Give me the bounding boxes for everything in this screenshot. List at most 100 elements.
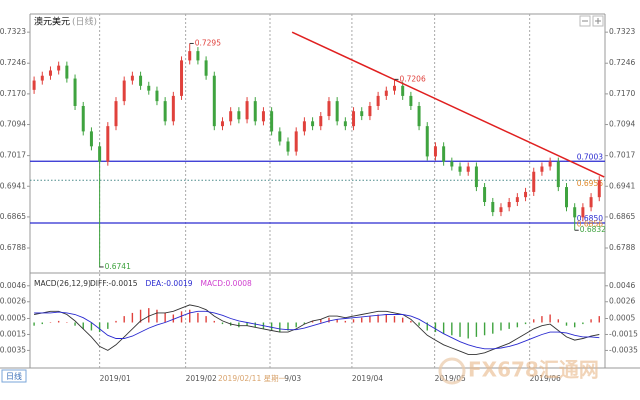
period-button-label[interactable]: 日线 xyxy=(6,371,22,381)
candle-body xyxy=(376,95,380,106)
candle-body xyxy=(106,126,110,162)
y-tick-label: 0.7323 xyxy=(609,27,635,36)
macd-bar xyxy=(287,322,289,331)
macd-bar xyxy=(442,322,445,334)
support-label: 0.7003 xyxy=(577,152,603,161)
y-tick-label: 0.7170 xyxy=(0,89,26,98)
candle-body xyxy=(81,105,85,132)
candle-body xyxy=(532,171,536,192)
y-tick-label: -0.0035 xyxy=(0,345,26,354)
candle-body xyxy=(417,105,421,127)
macd-bar xyxy=(180,311,183,323)
x-tick-label: 2019/05 xyxy=(435,374,466,383)
macd-bar xyxy=(492,322,494,334)
candle-body xyxy=(220,121,224,127)
y-tick-label: 0.0005 xyxy=(0,314,26,323)
candle-body xyxy=(352,111,356,127)
candle-body xyxy=(319,116,323,127)
candle-body xyxy=(98,146,102,162)
legend-label: MACD:0.0008 xyxy=(201,279,252,288)
y-tick-label: 0.6865 xyxy=(0,212,26,221)
candle-body xyxy=(57,65,61,71)
macd-bar xyxy=(483,322,486,336)
macd-bar xyxy=(410,320,412,323)
macd-bar xyxy=(401,317,404,323)
macd-bar xyxy=(459,322,461,337)
candle-body xyxy=(556,161,560,188)
macd-bar xyxy=(344,320,347,323)
macd-bar xyxy=(557,319,560,323)
candle-body xyxy=(196,51,200,61)
macd-bar xyxy=(418,322,420,326)
annotation-label: 0.7206 xyxy=(399,74,425,83)
macd-bar xyxy=(41,322,43,325)
macd-bar xyxy=(533,319,535,323)
y-tick-label: 0.6941 xyxy=(609,181,635,190)
macd-bar xyxy=(352,319,355,323)
y-tick-label: -0.0015 xyxy=(609,329,638,338)
macd-bar xyxy=(115,320,117,323)
legend-label: DIFF:-0.0015 xyxy=(90,279,138,288)
candle-body xyxy=(286,141,290,152)
candle-body xyxy=(114,101,118,127)
candle-body xyxy=(89,131,93,147)
macd-bar xyxy=(434,322,437,333)
period-button[interactable] xyxy=(1,369,27,383)
candle-body xyxy=(212,75,216,127)
macd-bar xyxy=(451,322,453,336)
macd-bar xyxy=(393,316,396,323)
candle-body xyxy=(270,111,274,132)
last-price-label: 0.6956 xyxy=(577,179,603,188)
macd-bar xyxy=(221,322,224,325)
candle-body xyxy=(581,207,585,218)
candle-body xyxy=(171,95,175,122)
macd-line xyxy=(34,304,600,355)
candle-body xyxy=(302,121,306,132)
macd-bar xyxy=(336,319,338,323)
candle-body xyxy=(409,95,413,106)
chart-subtitle: (日线) xyxy=(72,16,97,28)
candle-body xyxy=(335,101,339,122)
y-tick-label: 0.7094 xyxy=(609,120,635,129)
candle-body xyxy=(433,146,437,157)
y-tick-label: 0.7017 xyxy=(609,151,635,160)
macd-bar xyxy=(98,322,101,333)
candle-body xyxy=(540,166,544,172)
candle-body xyxy=(73,78,77,106)
chart-title: 澳元美元 xyxy=(34,16,70,28)
watermark: FX678汇通网 xyxy=(468,358,599,382)
y-tick-label: 0.7170 xyxy=(609,89,635,98)
candle-body xyxy=(368,105,372,117)
macd-bar xyxy=(107,322,109,329)
candle-body xyxy=(253,101,257,122)
candle-body xyxy=(40,75,44,81)
candle-body xyxy=(384,90,388,96)
candle-body xyxy=(229,111,233,122)
macd-bar xyxy=(311,320,314,323)
macd-bar xyxy=(385,314,388,323)
macd-bar xyxy=(270,322,273,331)
macd-bar xyxy=(590,319,592,323)
macd-bar xyxy=(598,316,600,323)
macd-bar xyxy=(565,322,568,326)
candle-body xyxy=(589,197,593,208)
macd-bar xyxy=(369,316,371,323)
macd-bar xyxy=(156,309,158,323)
macd-bar xyxy=(328,317,330,323)
macd-bar xyxy=(549,314,551,323)
candle-body xyxy=(392,85,396,91)
macd-bar xyxy=(123,316,125,323)
candle-body xyxy=(573,207,577,218)
macd-bar xyxy=(57,320,60,323)
candle-body xyxy=(499,207,503,213)
zoom-buttons[interactable] xyxy=(579,15,604,27)
macd-bar xyxy=(82,322,84,329)
candle-body xyxy=(401,85,405,96)
macd-bar xyxy=(295,322,297,328)
candle-body xyxy=(327,101,331,117)
macd-bar xyxy=(197,312,199,323)
y-tick-label: -0.0015 xyxy=(0,329,26,338)
macd-bar xyxy=(205,316,207,323)
